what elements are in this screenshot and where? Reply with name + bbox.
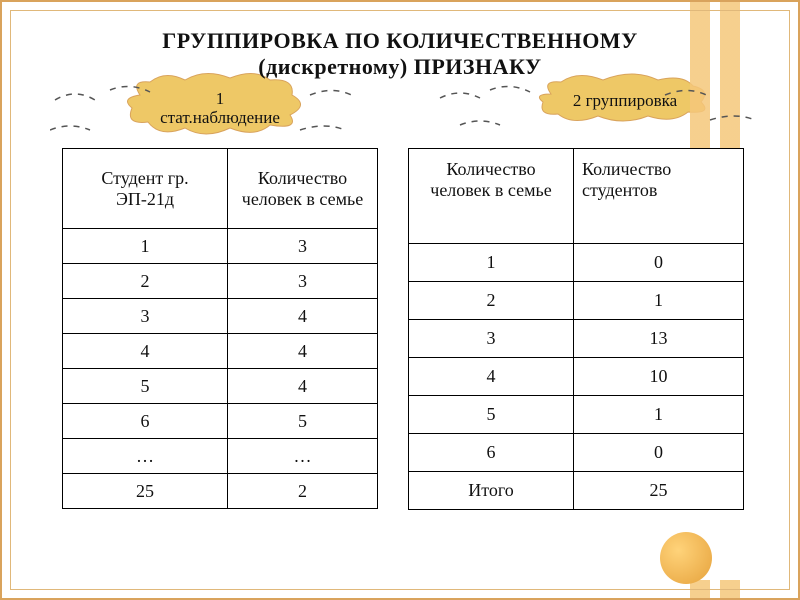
table-2-header-row: Количество человек в семье Количество ст… [409, 149, 744, 244]
cell: … [63, 439, 228, 474]
table-row: 13 [63, 229, 378, 264]
table-1-wrap: Студент гр. ЭП-21д Количество человек в … [62, 148, 378, 580]
table-2: Количество человек в семье Количество ст… [408, 148, 744, 510]
table-row: 44 [63, 334, 378, 369]
cell: 4 [228, 334, 378, 369]
cell: 5 [409, 396, 574, 434]
table-1-header-1: Студент гр. ЭП-21д [63, 149, 228, 229]
table-2-body: 10 21 313 410 51 60 Итого25 [409, 244, 744, 510]
cell: 3 [409, 320, 574, 358]
cell: 3 [228, 229, 378, 264]
table-row: 10 [409, 244, 744, 282]
callout-2: 2 группировка [525, 86, 725, 119]
cell: 0 [574, 244, 744, 282]
callout-2-bubble: 2 группировка [555, 86, 695, 119]
table-2-header-2: Количество студентов [574, 149, 744, 244]
table-row: 34 [63, 299, 378, 334]
table-row: Итого25 [409, 472, 744, 510]
table-row: 410 [409, 358, 744, 396]
cell: … [228, 439, 378, 474]
table-row: 51 [409, 396, 744, 434]
page-title: ГРУППИРОВКА ПО КОЛИЧЕСТВЕННОМУ (дискретн… [0, 28, 800, 80]
table-row: 54 [63, 369, 378, 404]
cell: 25 [574, 472, 744, 510]
cell: 6 [409, 434, 574, 472]
table-1-header-row: Студент гр. ЭП-21д Количество человек в … [63, 149, 378, 229]
cell: 4 [228, 369, 378, 404]
title-line1: ГРУППИРОВКА ПО КОЛИЧЕСТВЕННОМУ [162, 28, 637, 53]
table-row: 21 [409, 282, 744, 320]
cell: 5 [228, 404, 378, 439]
cell: 2 [63, 264, 228, 299]
callout-2-text: 2 группировка [573, 91, 677, 110]
callout-1: 1 стат.наблюдение [120, 84, 320, 135]
table-1-header-2: Количество человек в семье [228, 149, 378, 229]
cell: 6 [63, 404, 228, 439]
cell: 1 [409, 244, 574, 282]
callout-1-bubble: 1 стат.наблюдение [142, 84, 298, 135]
table-row: 252 [63, 474, 378, 509]
cell: 0 [574, 434, 744, 472]
cell: 2 [228, 474, 378, 509]
table-row: 65 [63, 404, 378, 439]
cell: 2 [409, 282, 574, 320]
cell: 4 [228, 299, 378, 334]
cell: 1 [574, 282, 744, 320]
cell: 25 [63, 474, 228, 509]
cell: Итого [409, 472, 574, 510]
cell: 13 [574, 320, 744, 358]
table-row: 313 [409, 320, 744, 358]
cell: 10 [574, 358, 744, 396]
table-2-wrap: Количество человек в семье Количество ст… [408, 148, 744, 580]
table-2-header-1: Количество человек в семье [409, 149, 574, 244]
table-1-body: 13 23 34 44 54 65 …… 252 [63, 229, 378, 509]
table-1: Студент гр. ЭП-21д Количество человек в … [62, 148, 378, 509]
tables-area: Студент гр. ЭП-21д Количество человек в … [62, 148, 748, 580]
table-row: …… [63, 439, 378, 474]
cell: 3 [63, 299, 228, 334]
cell: 1 [63, 229, 228, 264]
table-row: 23 [63, 264, 378, 299]
callout-1-line2: стат.наблюдение [160, 108, 280, 127]
title-line2: (дискретному) ПРИЗНАКУ [0, 54, 800, 80]
table-row: 60 [409, 434, 744, 472]
cell: 3 [228, 264, 378, 299]
callout-1-line1: 1 [216, 89, 225, 108]
cell: 1 [574, 396, 744, 434]
cell: 5 [63, 369, 228, 404]
cell: 4 [409, 358, 574, 396]
cell: 4 [63, 334, 228, 369]
